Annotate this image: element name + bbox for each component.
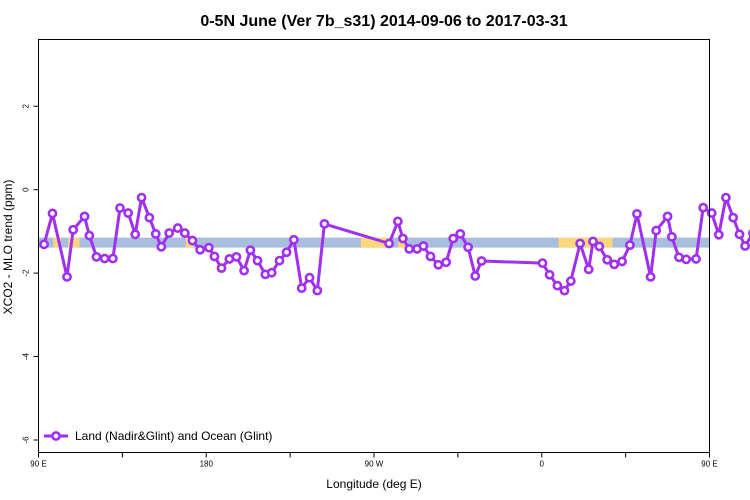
data-point (602, 254, 613, 265)
data-point (463, 242, 474, 253)
data-point (296, 283, 307, 294)
series-layer (39, 192, 750, 296)
y-tick-label: -4 (22, 352, 31, 360)
data-point (203, 242, 214, 253)
data-point (288, 234, 299, 245)
data-point (397, 233, 408, 244)
data-point (107, 253, 118, 264)
data-point (448, 233, 459, 244)
data-point (99, 253, 110, 264)
data-point (476, 256, 487, 266)
y-tick-label: 0 (22, 187, 31, 192)
data-point (544, 269, 555, 280)
data-point (209, 251, 220, 262)
data-point (172, 223, 183, 233)
data-point (150, 229, 161, 239)
data-point (433, 259, 444, 270)
data-point (266, 267, 277, 278)
data-point (312, 285, 323, 296)
data-point (195, 244, 205, 255)
data-point (681, 254, 692, 265)
data-point (455, 229, 466, 239)
data-point (691, 254, 701, 264)
data-point (734, 229, 745, 240)
data-point (594, 241, 605, 252)
legend: Land (Nadir&Glint) and Ocean (Glint) (44, 429, 272, 443)
chart-title: 0-5N June (Ver 7b_s31) 2014-09-06 to 201… (200, 13, 567, 30)
data-point (713, 229, 724, 240)
data-point (698, 202, 709, 213)
x-tick-label: 180 (200, 460, 214, 469)
plot-frame (38, 39, 710, 453)
data-point (79, 211, 90, 222)
data-point (384, 238, 394, 249)
data-point (666, 231, 677, 242)
data-point (231, 251, 242, 262)
data-point (239, 265, 249, 276)
data-point (84, 230, 95, 241)
y-tick-label: -6 (22, 436, 31, 444)
data-point (136, 192, 147, 203)
data-point (115, 203, 125, 213)
data-point (625, 240, 635, 251)
data-point (144, 212, 155, 223)
data-point (617, 256, 627, 267)
data-point (216, 263, 227, 274)
data-point (645, 271, 656, 282)
x-axis-label: Longitude (deg E) (326, 477, 421, 491)
data-point (164, 228, 175, 238)
data-point (662, 211, 673, 222)
data-point (609, 259, 620, 270)
data-point (404, 244, 415, 254)
y-tick-label: 2 (22, 103, 31, 108)
data-point (575, 238, 586, 249)
data-point (632, 208, 642, 219)
data-point (156, 241, 167, 252)
y-tick-label: -2 (22, 269, 31, 277)
data-point (552, 280, 563, 291)
data-point (470, 271, 481, 281)
data-point (319, 218, 330, 229)
y-axis-label: XCO2 - MLO trend (ppm) (1, 180, 15, 315)
data-point (68, 224, 79, 235)
data-point (245, 245, 256, 256)
legend-label: Land (Nadir&Glint) and Ocean (Glint) (75, 429, 272, 443)
data-point (392, 216, 403, 227)
data-point (425, 251, 436, 262)
x-tick-label: 90 W (365, 460, 384, 469)
data-point (304, 272, 315, 283)
axes: 90 E 180 90 W 0 90 E 2 0 -2 -4 -6 (22, 103, 718, 468)
data-point (651, 225, 662, 236)
data-point (187, 235, 198, 246)
data-point (559, 285, 570, 296)
data-point (281, 247, 292, 258)
data-point (123, 208, 134, 218)
data-point (441, 257, 452, 268)
data-point (47, 208, 58, 219)
data-point (583, 264, 594, 275)
data-point (588, 236, 598, 247)
data-point (565, 276, 576, 286)
data-point (721, 192, 731, 203)
data-point (252, 255, 263, 266)
data-point (728, 212, 739, 223)
data-point (179, 228, 190, 238)
data-point (62, 271, 72, 282)
data-point (39, 239, 49, 250)
data-point (418, 241, 429, 251)
x-tick-label: 0 (540, 460, 545, 469)
data-point (130, 229, 141, 240)
data-point (537, 258, 548, 269)
legend-marker (51, 431, 61, 441)
data-point (740, 241, 750, 251)
data-point (91, 251, 102, 262)
x-tick-label: 90 E (30, 460, 46, 469)
data-point (274, 255, 285, 266)
x-tick-label: 90 E (701, 460, 717, 469)
